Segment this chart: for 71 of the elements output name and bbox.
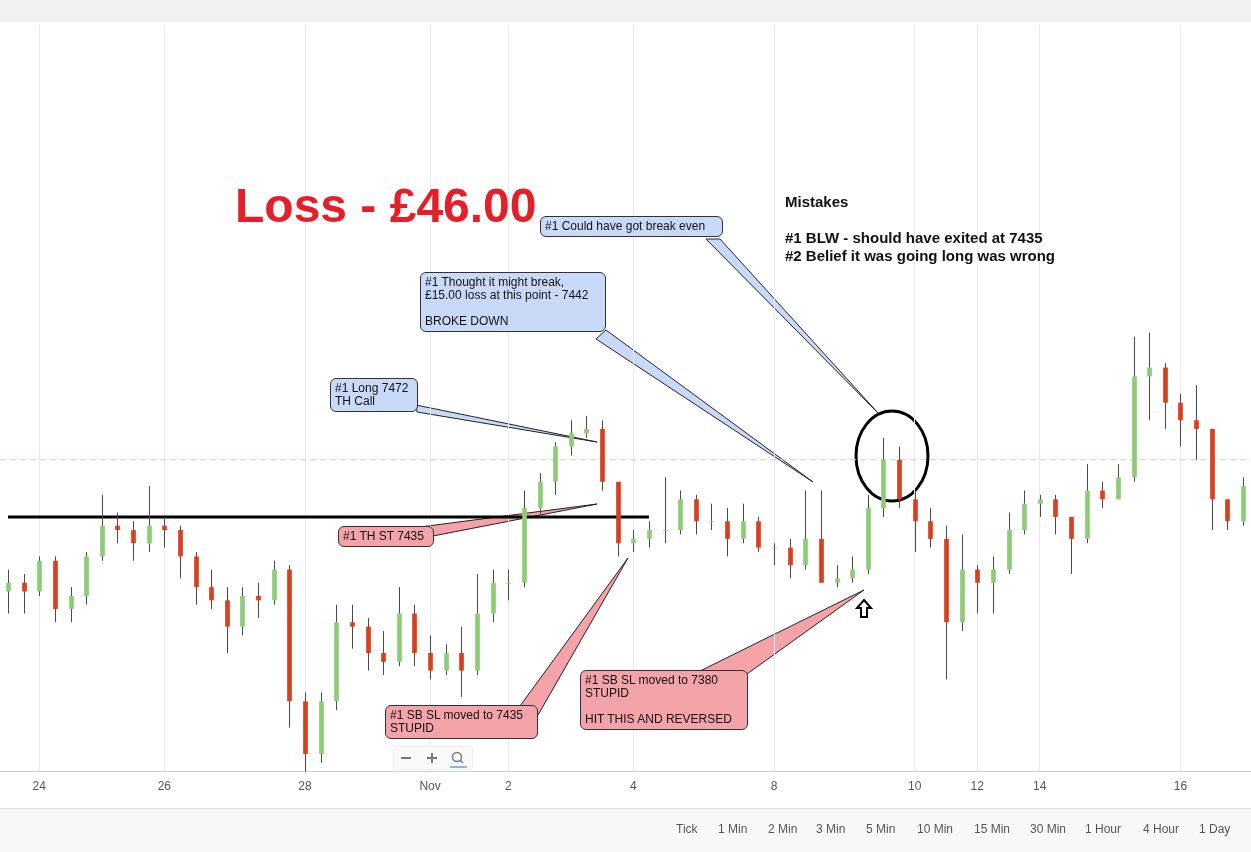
- text: #1 Could have got break even: [540, 216, 723, 237]
- candlestick: [631, 529, 636, 553]
- text: 1 Day: [1199, 822, 1231, 836]
- candlestick: [569, 419, 574, 456]
- candlestick: [459, 626, 464, 698]
- x-tick-label: 26: [157, 779, 172, 794]
- candlestick: [6, 569, 11, 614]
- x-tick-label: 10: [908, 779, 922, 794]
- x-tick-label: 16: [1173, 779, 1188, 794]
- candlestick: [663, 476, 668, 544]
- candlestick: [772, 542, 777, 566]
- candlestick: [1053, 494, 1058, 535]
- candlestick: [1225, 498, 1230, 531]
- candlestick: [209, 569, 214, 610]
- candlestick: [1178, 393, 1183, 448]
- candlestick: [147, 485, 152, 553]
- candlestick: [1194, 384, 1199, 461]
- x-tick-label: 12: [970, 779, 985, 794]
- candlestick: [913, 490, 918, 553]
- text: 4 Hour: [1143, 822, 1180, 836]
- candlestick: [1147, 331, 1152, 421]
- candlestick: [835, 564, 840, 588]
- text: Mistakes #1 BLW - should have exited at 7435 #2 Belief it was going long was wrong: [785, 193, 1056, 264]
- text: 1 Min: [718, 822, 748, 836]
- text: 10 Min: [917, 822, 954, 836]
- candlestick: [1069, 516, 1074, 575]
- text: 15 Min: [974, 822, 1011, 836]
- text: 30 Min: [1030, 822, 1067, 836]
- candlestick: [975, 564, 980, 614]
- candlestick: [22, 573, 27, 614]
- x-tick-label: 14: [1033, 779, 1047, 794]
- candlestick: [444, 643, 449, 676]
- x-tick-label: 4: [629, 779, 637, 794]
- candlestick: [788, 538, 793, 579]
- x-tick-label: 24: [32, 779, 47, 794]
- candlestick: [256, 582, 261, 619]
- x-tick-label: Nov: [419, 779, 441, 794]
- candlestick: [741, 503, 746, 544]
- candlestick: [1100, 481, 1105, 509]
- candlestick: [506, 569, 511, 601]
- text: #1 Thought it might break, £15.00 loss at this point - 7442 BROKE DOWN: [420, 272, 606, 332]
- annotation: #1 SB SL moved to 7435 STUPID: [385, 705, 538, 739]
- annotation: #1 TH ST 7435: [338, 526, 434, 547]
- candlestick: [725, 507, 730, 557]
- annotation: #1 Long 7472 TH Call: [330, 378, 418, 412]
- candlestick: [850, 555, 855, 584]
- candlestick: [647, 520, 652, 549]
- candlestick: [381, 630, 386, 676]
- text: 2 Min: [768, 822, 798, 836]
- candlestick: [162, 516, 167, 549]
- candlestick: [69, 586, 74, 623]
- candlestick: [694, 494, 699, 535]
- text: Tick: [676, 822, 698, 836]
- x-tick-label: 8: [770, 779, 778, 794]
- candlestick: [115, 511, 120, 544]
- candlestick: [428, 634, 433, 680]
- x-tick-label: 28: [298, 779, 313, 794]
- text: 5 Min: [866, 822, 896, 836]
- candlestick: [1116, 463, 1121, 500]
- candlestick: [131, 520, 136, 562]
- candlestick: [991, 555, 996, 614]
- candlestick: [709, 503, 714, 531]
- text: 1 Hour: [1085, 822, 1122, 836]
- candlestick: [928, 507, 933, 549]
- candlestick: [584, 415, 589, 439]
- candlestick: [350, 604, 355, 650]
- text: 3 Min: [816, 822, 846, 836]
- candlestick: [1038, 494, 1043, 518]
- chart-title: Loss - £46.00: [235, 178, 537, 233]
- annotation: #1 SB SL moved to 7380 STUPID HIT THIS AND REVERSED: [580, 670, 748, 730]
- x-tick-label: 2: [504, 779, 512, 794]
